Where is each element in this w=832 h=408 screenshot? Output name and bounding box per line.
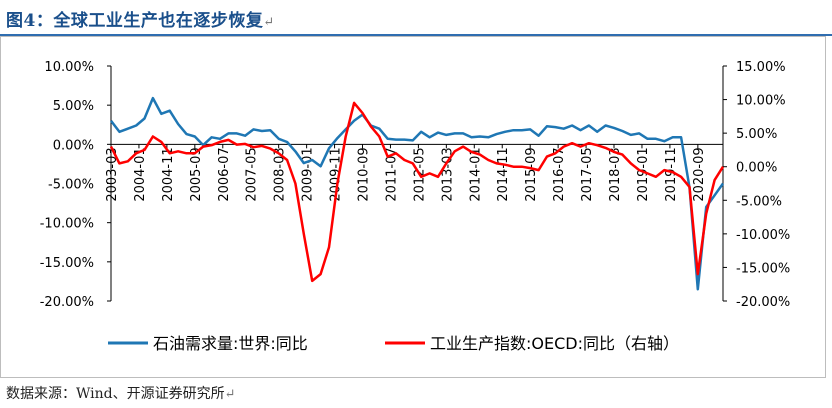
x-tick-label: 2020-09	[692, 147, 707, 201]
left-tick-label: 5.00%	[53, 99, 94, 114]
right-tick-label: 15.00%	[736, 60, 786, 75]
x-tick-label: 2008-03	[273, 147, 288, 201]
left-tick-label: 0.00%	[53, 138, 94, 153]
title-rule	[0, 34, 832, 36]
right-tick-label: -10.00%	[736, 228, 790, 243]
left-tick-label: 10.00%	[44, 60, 94, 75]
x-tick-label: 2013-03	[440, 147, 455, 201]
chart-svg: 10.00% 5.00% 0.00% -5.00% -10.00% -15.00% -20.…	[40, 60, 791, 353]
x-tick-label: 2006-07	[217, 147, 232, 201]
figure-title-text: 图4：全球工业生产也在逐步恢复	[6, 11, 264, 31]
right-tick-label: -20.00%	[736, 295, 790, 310]
left-tick-label: -15.00%	[40, 256, 94, 271]
oecd-industrial-line	[109, 101, 725, 283]
x-tick-label: 2015-09	[524, 147, 539, 201]
x-tick-label: 2017-05	[580, 147, 595, 201]
return-mark: ↵	[263, 15, 275, 30]
left-tick-label: -20.00%	[40, 295, 94, 310]
title-bar: 图4：全球工业生产也在逐步恢复↵	[0, 0, 832, 34]
right-tick-label: -15.00%	[736, 261, 790, 276]
right-tick-label: 10.00%	[736, 94, 786, 109]
figure-title: 图4：全球工业生产也在逐步恢复↵	[6, 6, 275, 31]
x-tick-label: 2019-11	[664, 147, 679, 201]
x-tick-label: 2005-09	[189, 147, 204, 201]
x-tick-label: 2019-01	[636, 147, 651, 201]
x-tick-label: 2004-11	[161, 147, 176, 201]
x-tick-label: 2004-01	[133, 147, 148, 201]
source-text: 数据来源：Wind、开源证券研究所	[6, 386, 225, 402]
x-tick-label: 2018-03	[608, 147, 623, 201]
left-tick-label: -5.00%	[48, 178, 94, 193]
x-tick-label: 2014-11	[496, 147, 511, 201]
x-tick-label: 2007-05	[245, 147, 260, 201]
right-axis-labels: 15.00% 10.00% 5.00% 0.00% -5.00% -10.00% -15.0…	[736, 60, 790, 310]
chart-frame: 10.00% 5.00% 0.00% -5.00% -10.00% -15.00% -20.…	[0, 36, 826, 378]
x-tick-label: 2003-03	[105, 147, 120, 201]
x-tick-label: 2009-01	[301, 147, 316, 201]
right-tick-label: 5.00%	[736, 127, 777, 142]
legend: 石油需求量:世界:同比 工业生产指数:OECD:同比（右轴）	[108, 334, 679, 353]
left-axis-labels: 10.00% 5.00% 0.00% -5.00% -10.00% -15.00% -20.…	[40, 60, 94, 310]
x-tick-label: 2014-01	[468, 147, 483, 201]
left-tick-label: -10.00%	[40, 217, 94, 232]
right-tick-label: -5.00%	[736, 194, 782, 209]
source-note: 数据来源：Wind、开源证券研究所↵	[6, 383, 236, 403]
legend-oecd-label: 工业生产指数:OECD:同比（右轴）	[430, 334, 679, 353]
x-axis-labels: 2003-03 2004-01 2004-11 2005-09 2006-07 2007-…	[105, 147, 707, 201]
legend-oil-label: 石油需求量:世界:同比	[153, 334, 308, 353]
x-tick-label: 2016-07	[552, 147, 567, 201]
oil-demand-line	[110, 96, 725, 291]
source-return-mark: ↵	[224, 387, 236, 402]
series-lines	[109, 96, 725, 291]
x-tick-label: 2010-09	[357, 147, 372, 201]
x-tick-label: 2011-07	[384, 147, 399, 201]
x-tick-label: 2009-11	[329, 147, 344, 201]
right-tick-label: 0.00%	[736, 161, 777, 176]
